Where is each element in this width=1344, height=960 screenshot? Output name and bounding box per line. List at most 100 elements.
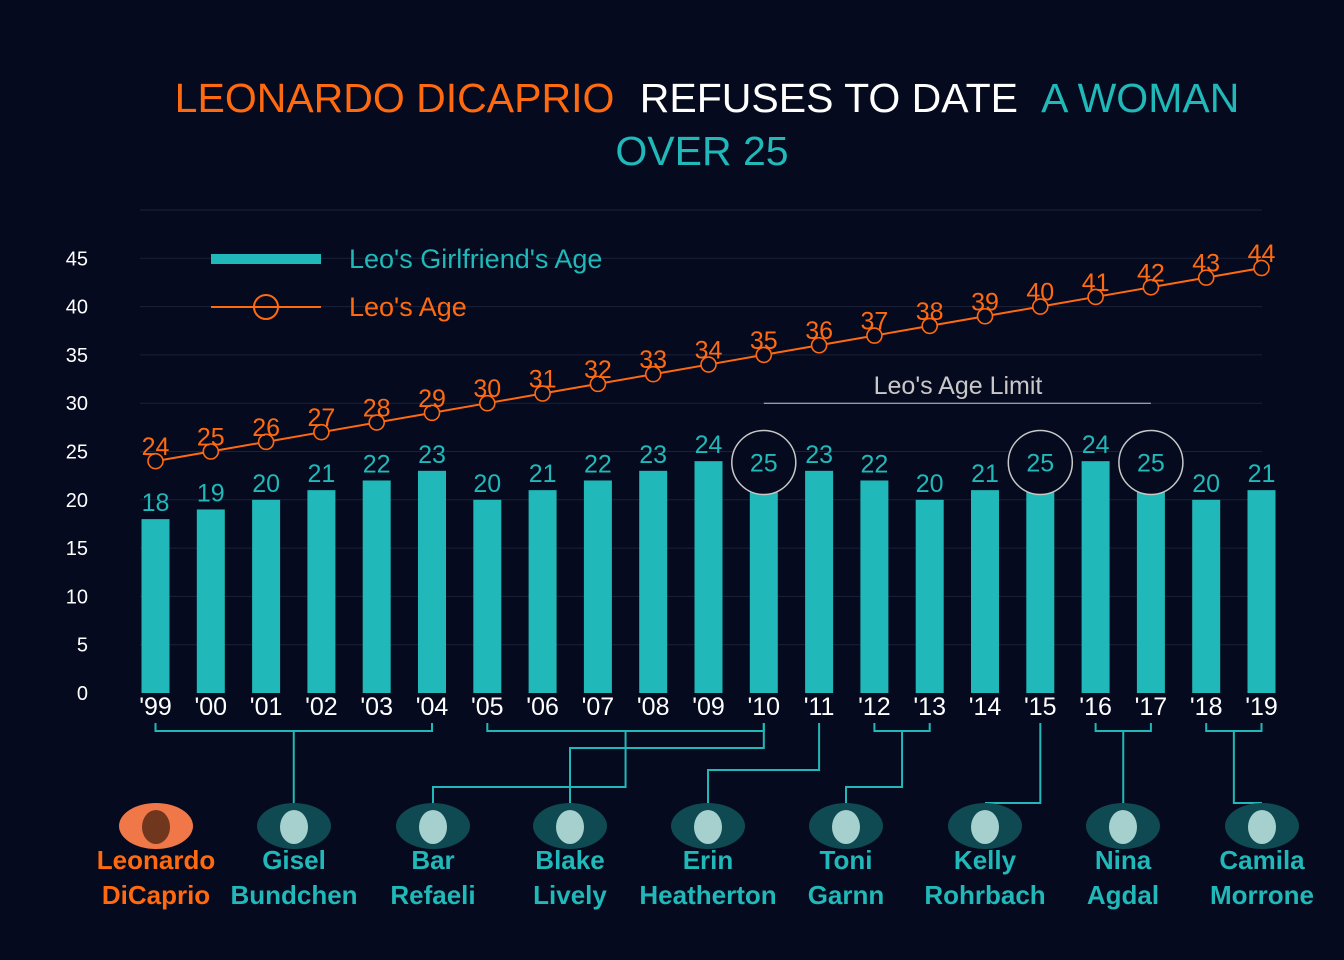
girlfriend-age-label: 21 [529, 460, 557, 488]
leo-age-point [423, 404, 441, 422]
leo-age-label: 42 [1137, 259, 1165, 287]
person-first-name: Leonardo [97, 845, 215, 875]
leo-age-label: 43 [1192, 250, 1220, 278]
leo-age-point [368, 414, 386, 431]
person-first-name: Blake [535, 845, 604, 875]
girlfriend-age-label: 22 [584, 450, 612, 478]
avatar-face [1248, 810, 1276, 844]
age-limit-annotation: Leo's Age Limit 25 25 25 [731, 372, 1184, 496]
bracket-connector [985, 731, 1042, 804]
person-last-name: Agdal [1087, 880, 1159, 910]
x-tick-label: '16 [1079, 693, 1112, 721]
x-tick-label: '17 [1135, 693, 1168, 721]
y-tick-label: 10 [66, 586, 88, 608]
highlighted-age-label: 25 [750, 450, 778, 478]
y-tick-label: 15 [66, 538, 88, 560]
y-tick-label: 25 [66, 442, 88, 464]
legend-leo-label: Leo's Age [349, 292, 467, 322]
highlight-circle [731, 429, 797, 496]
x-tick-label: '08 [637, 693, 670, 721]
girlfriend-age-label: 20 [916, 470, 944, 498]
leo-age-point [147, 452, 164, 470]
leo-age-label: 29 [418, 385, 446, 413]
leo-age-line: 24 25 26 27 28 29 30 31 32 33 34 35 36 37 38 39 40 41 42 43… [142, 240, 1276, 470]
x-axis: '99 '00 '01 '02 '03 '04 '05 '06 '07 '08 '09 '10 '11 '… [139, 693, 1278, 721]
person: Camila Morrone [1210, 803, 1314, 910]
title-line-2: OVER 25 [615, 128, 788, 174]
girlfriend-age-label: 18 [142, 489, 170, 517]
person-last-name: Morrone [1210, 880, 1314, 910]
x-tick-label: '03 [360, 693, 393, 721]
girlfriend-bar [805, 470, 834, 693]
person-first-name: Bar [411, 845, 454, 875]
y-tick-label: 20 [66, 490, 88, 512]
girlfriend-bar [196, 509, 225, 693]
x-tick-label: '19 [1245, 693, 1278, 721]
highlighted-age-label: 25 [1026, 450, 1054, 478]
person: Erin Heatherton [639, 803, 777, 910]
x-tick-label: '04 [416, 693, 449, 721]
leo-age-point [1142, 278, 1160, 296]
highlight-circle [1118, 429, 1184, 496]
age-limit-label: Leo's Age Limit [874, 372, 1043, 400]
avatar-face [971, 810, 999, 844]
girlfriend-age-label: 20 [1192, 470, 1220, 498]
leo-age-label: 25 [197, 424, 225, 452]
x-tick-label: '12 [858, 693, 891, 721]
girlfriend-bar [362, 480, 391, 693]
person-first-name: Erin [683, 845, 734, 875]
girlfriend-bar [694, 461, 723, 693]
person-first-name: Toni [820, 845, 873, 875]
avatar-face [832, 810, 860, 844]
girlfriend-age-label: 21 [1248, 460, 1276, 488]
girlfriend-age-label: 19 [197, 479, 225, 507]
girlfriend-bar [528, 490, 557, 693]
leo-age-point [976, 307, 994, 325]
girlfriend-age-label: 24 [1082, 431, 1110, 459]
girlfriend-age-bars: 18 19 20 21 22 23 20 21 22 23 24 23 22 20 21 24 20 21 [141, 431, 1276, 693]
leo-age-label: 44 [1248, 240, 1276, 268]
leo-age-point [589, 375, 607, 393]
title-part-refuses: REFUSES TO DATE [640, 75, 1018, 121]
avatar-face [1109, 810, 1137, 844]
person-last-name: Lively [533, 880, 607, 910]
x-tick-label: '14 [969, 693, 1002, 721]
leo-age-label: 32 [584, 356, 612, 384]
leo-age-point [478, 394, 496, 412]
chart-title: LEONARDO DICAPRIO REFUSES TO DATE A WOMA… [175, 75, 1240, 121]
person: Toni Garnn [808, 803, 884, 910]
x-tick-label: '99 [139, 693, 172, 721]
leo-age-point [1087, 288, 1104, 306]
x-tick-label: '00 [195, 693, 228, 721]
leo-age-label: 34 [695, 337, 723, 365]
leo-age-point [866, 327, 883, 344]
person: Leonardo DiCaprio [97, 803, 215, 910]
x-tick-label: '09 [692, 693, 725, 721]
girlfriend-bar [307, 490, 336, 693]
avatar-face [556, 810, 584, 844]
bracket-connector [845, 731, 904, 803]
leo-age-label: 33 [639, 346, 667, 374]
x-tick-label: '18 [1190, 693, 1223, 721]
girlfriend-bar [141, 519, 170, 693]
y-tick-label: 40 [66, 297, 88, 319]
leo-age-label: 26 [252, 414, 280, 442]
leo-age-point [313, 423, 330, 441]
title-part-woman: A WOMAN [1041, 75, 1239, 121]
x-tick-label: '10 [748, 693, 781, 721]
leo-age-point [1253, 259, 1270, 277]
person-first-name: Nina [1095, 845, 1152, 875]
x-tick-label: '05 [471, 693, 504, 721]
highlight-circle [1007, 429, 1074, 496]
girlfriend-bar [1192, 499, 1221, 693]
girlfriend-bar [860, 480, 889, 693]
leo-age-point [534, 385, 551, 402]
bracket-connector [1232, 731, 1262, 804]
person-first-name: Camila [1219, 845, 1305, 875]
girlfriend-age-label: 23 [805, 441, 833, 469]
bracket-connector [432, 731, 627, 803]
x-tick-label: '01 [250, 693, 283, 721]
bracket-connector [707, 731, 821, 803]
